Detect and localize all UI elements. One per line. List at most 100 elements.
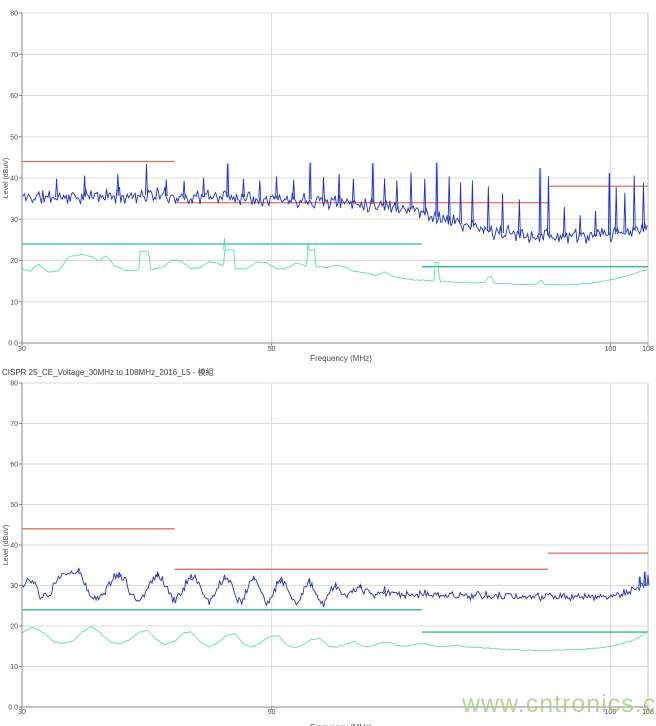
peak-trace <box>21 187 648 244</box>
peak-trace-spike <box>144 163 148 196</box>
peak-trace-marker-bar <box>371 163 375 204</box>
average-trace-spike <box>306 242 310 250</box>
peak-trace-marker-bar <box>435 162 439 217</box>
peak-trace-marker-bar <box>538 168 542 236</box>
peak-trace-spike <box>578 215 582 237</box>
peak-trace-spike <box>459 182 463 224</box>
peak-trace-marker-bar <box>643 571 647 585</box>
y-tick-label: 30 <box>10 217 18 224</box>
y-tick-label: 10 <box>10 299 18 306</box>
peak-trace-spike <box>383 178 387 206</box>
peak-trace-spike <box>638 576 642 587</box>
peak-trace-spike <box>351 178 355 203</box>
x-axis-title: Frequency (MHz) <box>310 723 372 726</box>
peak-trace-spike <box>182 180 186 198</box>
peak-trace-spike <box>395 180 399 207</box>
peak-trace-marker-bar <box>226 163 230 197</box>
peak-trace-spike <box>252 575 256 581</box>
peak-trace-spike <box>614 187 618 235</box>
y-tick-label: 30 <box>10 583 18 590</box>
y-tick-label: 70 <box>10 52 18 59</box>
y-tick-label: 50 <box>10 502 18 509</box>
peak-trace-spike <box>423 178 427 214</box>
y-tick-label: 60 <box>10 93 18 100</box>
peak-trace-spike <box>308 162 312 200</box>
peak-trace-spike <box>292 179 296 200</box>
peak-trace-spike <box>486 186 490 232</box>
peak-trace-spike <box>501 193 505 233</box>
peak-trace-spike <box>643 571 647 585</box>
y-tick-label: 20 <box>10 258 18 265</box>
y-tick-label: 80 <box>10 11 18 18</box>
x-tick-label: 30 <box>18 346 26 353</box>
peak-trace-spike <box>116 173 120 196</box>
x-tick-label: 50 <box>268 709 276 716</box>
average-trace-spike <box>223 238 226 250</box>
y-tick-label: 40 <box>10 543 18 550</box>
peak-trace-spike <box>164 179 168 197</box>
peak-trace-spike <box>275 176 278 199</box>
peak-trace-spike <box>189 574 193 579</box>
y-axis-title: Level (dBuV) <box>3 158 10 198</box>
peak-trace-spike <box>322 177 325 201</box>
y-tick-label: 70 <box>10 421 18 428</box>
y-tick-label: 80 <box>10 381 18 388</box>
x-axis-title: Frequency (MHz) <box>310 354 372 363</box>
peak-trace-spike <box>77 567 81 572</box>
peak-trace-spike <box>156 570 160 577</box>
y-axis-title: Level (dBuV) <box>3 525 10 565</box>
peak-trace-spike <box>359 582 363 589</box>
x-tick-label: 100 <box>605 709 617 716</box>
peak-trace-marker-bar <box>77 568 81 572</box>
x-tick-label: 50 <box>268 346 276 353</box>
peak-trace-spike <box>538 168 542 236</box>
peak-trace-spike <box>83 175 87 197</box>
watermark: www.cntronics.com <box>462 690 656 718</box>
peak-trace-spike <box>547 176 550 236</box>
peak-trace-spike <box>383 586 387 593</box>
peak-trace-spike <box>623 192 627 233</box>
peak-trace-marker-bar <box>638 576 642 587</box>
peak-trace-spike <box>117 572 121 577</box>
peak-trace-spike <box>55 178 59 198</box>
peak-trace-spike <box>632 175 636 231</box>
peak-trace-spike <box>337 173 341 202</box>
x-tick-label: 30 <box>18 709 26 716</box>
peak-trace-spike <box>226 163 230 197</box>
peak-trace-spike <box>334 581 338 587</box>
chart-title-bottom: CISPR 25_CE_Voltage_30MHz to 108MHz_2016… <box>2 368 214 377</box>
peak-trace-spike <box>242 178 245 198</box>
peak-trace-spike <box>307 578 311 583</box>
peak-trace-spike <box>470 180 474 227</box>
y-tick-label: 0.0 <box>8 705 18 712</box>
peak-trace-spike <box>371 163 375 204</box>
peak-trace-marker-bar <box>607 173 611 236</box>
y-tick-label: 50 <box>10 134 18 141</box>
x-tick-label: 108 <box>642 709 654 716</box>
average-trace <box>21 626 648 652</box>
peak-trace-spike <box>223 574 226 579</box>
peak-trace-marker-bar <box>308 162 312 200</box>
peak-trace <box>21 570 648 608</box>
peak-trace-spike <box>594 210 597 236</box>
peak-trace-spike <box>642 182 645 229</box>
peak-trace-spike <box>279 576 283 581</box>
peak-trace-spike <box>562 206 566 237</box>
y-tick-label: 40 <box>10 176 18 183</box>
peak-trace-spike <box>258 180 262 198</box>
y-tick-label: 0.0 <box>8 341 18 348</box>
peak-trace-spike <box>447 176 451 221</box>
peak-trace-spike <box>646 574 650 586</box>
x-tick-label: 108 <box>642 346 654 353</box>
peak-trace-spike <box>607 173 611 236</box>
peak-trace-spike <box>202 177 206 197</box>
y-tick-label: 10 <box>10 664 18 671</box>
y-tick-label: 20 <box>10 624 18 631</box>
x-tick-label: 100 <box>605 346 617 353</box>
peak-trace-spike <box>517 199 521 235</box>
peak-trace-spike <box>409 172 413 210</box>
peak-trace-spike <box>435 162 439 217</box>
